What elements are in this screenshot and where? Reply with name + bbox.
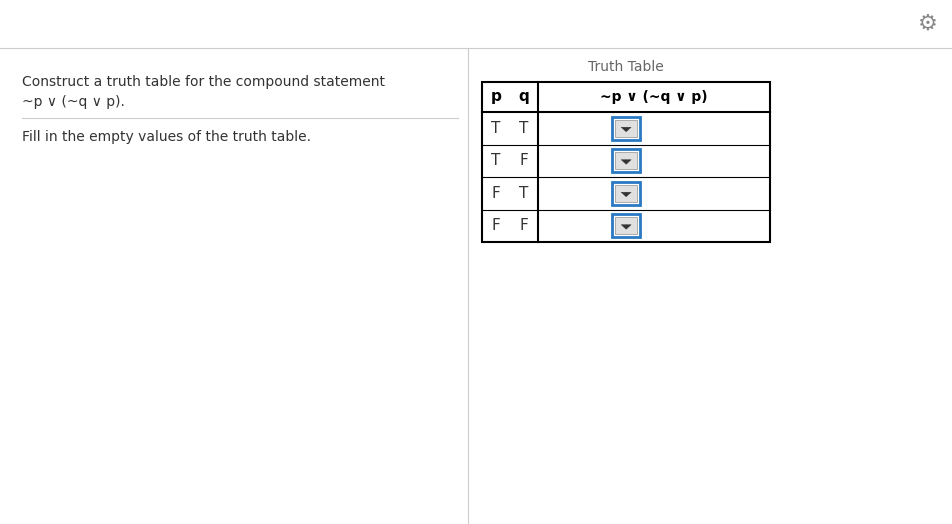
Text: F: F (491, 219, 501, 233)
Bar (612, 116, 640, 140)
Text: T: T (519, 185, 528, 201)
Text: ~p ∨ (~q ∨ p): ~p ∨ (~q ∨ p) (600, 90, 708, 104)
Polygon shape (621, 127, 631, 132)
Text: ⚙: ⚙ (918, 14, 938, 34)
Bar (482, 82, 770, 242)
Bar (615, 184, 637, 202)
Polygon shape (621, 225, 631, 230)
Text: Construct a truth table for the compound statement: Construct a truth table for the compound… (22, 75, 385, 89)
Bar (615, 119, 637, 137)
Bar (612, 181, 640, 205)
Bar (615, 152, 637, 169)
Text: F: F (520, 219, 528, 233)
Bar (612, 149, 640, 172)
Polygon shape (621, 160, 631, 164)
Text: F: F (520, 153, 528, 168)
Text: T: T (519, 121, 528, 136)
Text: Fill in the empty values of the truth table.: Fill in the empty values of the truth ta… (22, 130, 311, 144)
Text: F: F (491, 185, 501, 201)
Text: T: T (491, 121, 501, 136)
Text: T: T (491, 153, 501, 168)
Text: q: q (519, 90, 529, 104)
Polygon shape (621, 192, 631, 196)
Bar (615, 217, 637, 234)
Bar (612, 214, 640, 237)
Text: Truth Table: Truth Table (588, 60, 664, 74)
Text: p: p (490, 90, 502, 104)
Text: ~p ∨ (~q ∨ p).: ~p ∨ (~q ∨ p). (22, 95, 125, 109)
